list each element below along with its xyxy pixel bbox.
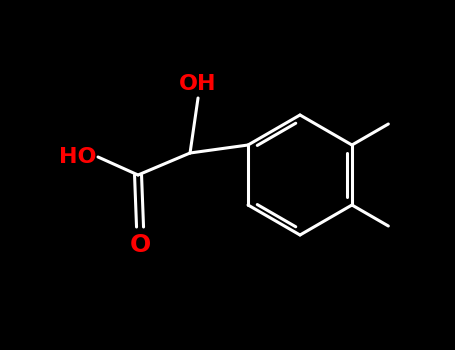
Text: HO: HO [59,147,96,167]
Text: OH: OH [179,74,217,94]
Text: O: O [129,233,151,257]
